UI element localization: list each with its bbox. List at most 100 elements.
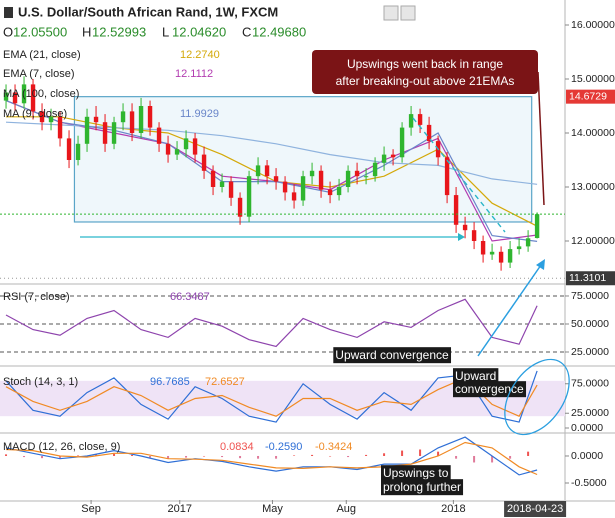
x-tick-label: 2017 [168,503,192,515]
y-tick-label: 15.00000 [571,73,615,85]
histogram-bar [59,455,62,459]
ohlc-letter: L [162,24,169,39]
y-tick-label: 50.0000 [571,318,609,330]
legend-readout: 72.6527 [205,376,245,388]
histogram-bar [509,455,512,459]
candle-body [471,230,477,241]
candle-body [174,149,180,155]
legend-readout: 0.0834 [220,441,254,453]
legend-readout: 66.3487 [170,291,210,303]
candle-body [30,84,36,112]
candle-body [3,92,9,101]
candle-body [282,181,288,193]
candle-body [75,143,81,160]
legend-name: EMA (21, close) [3,49,81,61]
candle-body [300,176,306,201]
candle-body [246,176,252,217]
current-date-label: 2018-04-23 [507,503,563,515]
ohlc-value: 12.04620 [172,24,226,39]
candle-body [525,238,531,247]
candle-body [129,111,135,133]
candle-body [12,92,18,104]
price-tag-label: 11.3101 [569,272,606,284]
candle-body [327,189,333,196]
histogram-bar [149,455,152,458]
annotation-backing [333,347,452,364]
indicator-title: Stoch (14, 3, 1) [3,376,78,388]
x-tick-label: 2018 [441,503,465,515]
indicator-title: RSI (7, close) [3,291,70,303]
candle-body [84,116,90,144]
candle-body [57,116,63,139]
annotation-text: Upward convergence [335,348,449,362]
histogram-bar [167,455,170,459]
candle-body [48,116,54,123]
legend-name: MA (9, close) [3,108,67,120]
candle-body [93,116,99,123]
candle-body [291,192,297,201]
ohlc-value: 12.05500 [13,24,67,39]
candle-body [255,165,261,177]
candle-body [354,170,360,177]
y-tick-label: 12.00000 [571,235,615,247]
x-tick-label: Sep [81,503,101,515]
ohlc-value: 12.49680 [252,24,306,39]
candle-body [309,170,315,177]
candle-body [336,186,342,196]
ohlc-letter: C [242,24,251,39]
candle-body [381,154,387,163]
histogram-bar [185,455,188,458]
histogram-bar [257,455,260,459]
arrow-head [458,233,465,241]
candle-body [21,84,27,104]
candle-body [138,105,144,133]
histogram-bar [473,455,476,463]
histogram-bar [329,455,332,457]
highlight-ellipse [504,358,570,436]
y-tick-label: 75.0000 [571,378,609,390]
indicator-title: MACD (12, 26, close, 9) [3,441,120,453]
candle-body [318,170,324,190]
annotation-backing [381,479,464,496]
histogram-bar [275,455,278,459]
y-tick-label: 13.00000 [571,181,615,193]
candle-body [228,181,234,198]
candle-body [390,154,396,158]
candle-body [516,246,522,250]
candle-body [273,176,279,182]
settings-button[interactable] [383,5,399,21]
trend-line [412,117,506,233]
candle-body [489,251,495,255]
visibility-button[interactable] [400,5,416,21]
price-tag [566,271,615,286]
candle-body [372,162,378,177]
candle-body [498,251,504,263]
histogram-bar [383,453,386,456]
candle-body [462,224,468,231]
histogram-bar [239,455,242,459]
annotation-text: Upswings went back in range [347,57,503,71]
arrow [477,264,542,357]
candle-body [165,143,171,155]
candle-body [147,105,153,128]
candle-body [39,111,45,123]
y-tick-label: 14.00000 [571,127,615,139]
symbol-icon [4,7,13,18]
annotation-pointer [537,71,545,206]
candle-body [363,176,369,178]
y-tick-label: 0.0000 [571,450,603,462]
histogram-bar [41,455,44,459]
candle-body [399,127,405,158]
y-tick-label: -0.5000 [571,477,607,489]
candle-body [417,114,423,125]
annotation-backing [453,381,527,398]
ohlc-letter: O [3,24,13,39]
histogram-bar [437,451,440,456]
histogram-bar [5,454,8,456]
candle-body [408,114,414,128]
candle-body [120,111,126,123]
legend-readout: -0.2590 [265,441,302,453]
ohlc-value: 12.52993 [92,24,146,39]
y-tick-label: 16.00000 [571,19,615,31]
y-tick-label: 0.0000 [571,422,603,434]
